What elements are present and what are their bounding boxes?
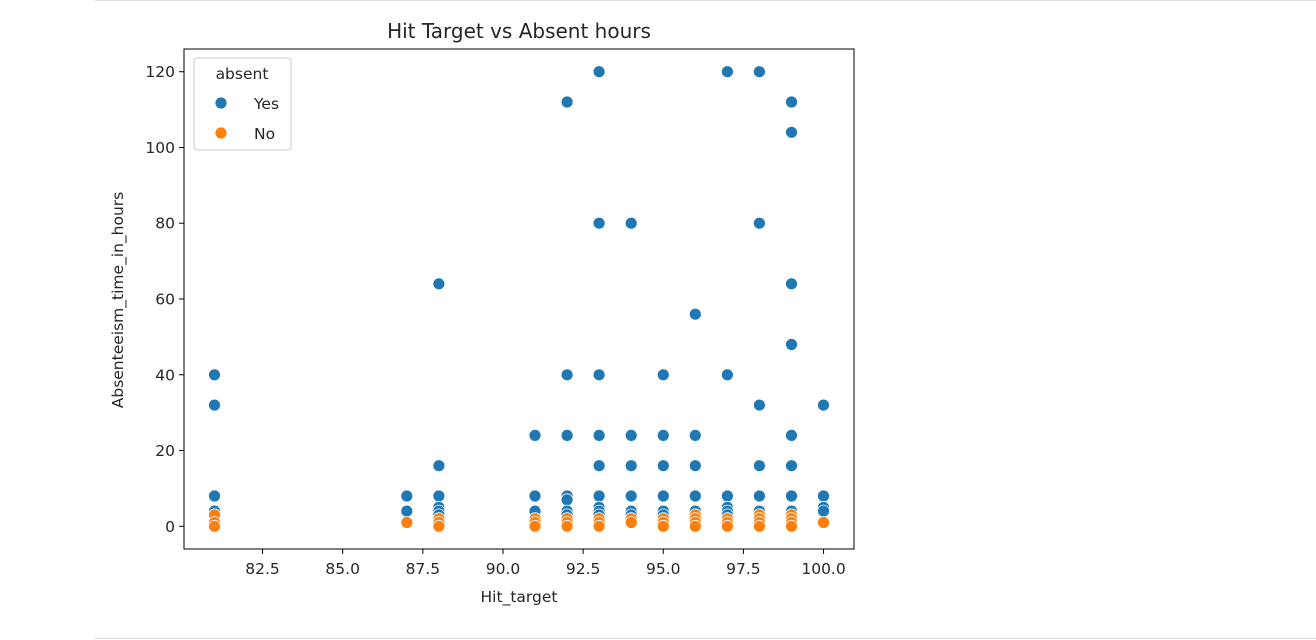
data-point (400, 489, 414, 503)
data-point (560, 368, 574, 382)
data-point (400, 516, 414, 529)
data-point (592, 489, 606, 503)
data-point (785, 519, 798, 533)
data-point (592, 368, 606, 382)
data-point (208, 398, 221, 412)
data-point (785, 277, 798, 291)
y-tick-label: 60 (155, 291, 175, 309)
legend: absent Yes No (193, 57, 292, 151)
x-tick-label: 85.0 (325, 560, 360, 578)
legend-marker-yes (214, 96, 228, 110)
data-point (785, 125, 798, 139)
data-point (688, 489, 702, 503)
data-point (817, 489, 830, 503)
x-tick-label: 92.5 (566, 560, 601, 578)
x-tick-label: 97.5 (726, 560, 761, 578)
data-point (753, 216, 766, 230)
cell-top-border (95, 0, 1316, 1)
x-axis-label: Hit_target (481, 588, 558, 607)
data-point (432, 277, 446, 291)
x-axis: 82.5 85.0 87.5 90.0 92.5 95.0 97.5 100.0 (245, 549, 846, 578)
data-point (656, 489, 670, 503)
data-point (560, 493, 574, 507)
data-point (817, 516, 830, 529)
data-point (817, 398, 830, 412)
data-point (656, 459, 670, 473)
series-no (208, 508, 830, 533)
data-point (688, 307, 702, 321)
x-tick-label: 95.0 (646, 560, 681, 578)
data-point (753, 489, 766, 503)
series-layer (208, 65, 830, 533)
data-point (785, 95, 798, 109)
data-point (592, 519, 606, 533)
x-tick-label: 87.5 (406, 560, 441, 578)
y-tick-label: 40 (155, 366, 175, 384)
series-yes (208, 65, 830, 522)
data-point (592, 65, 606, 79)
data-point (721, 489, 734, 503)
y-tick-label: 120 (145, 63, 175, 81)
data-point (721, 519, 734, 533)
x-tick-label: 90.0 (486, 560, 521, 578)
legend-label-yes: Yes (253, 95, 279, 113)
data-point (208, 368, 221, 382)
data-point (208, 489, 221, 503)
data-point (528, 428, 542, 442)
data-point (785, 489, 798, 503)
y-axis-label: Absenteeism_time_in_hours (109, 192, 128, 409)
data-point (592, 428, 606, 442)
data-point (753, 459, 766, 473)
data-point (528, 489, 542, 503)
legend-marker-no (214, 126, 228, 140)
y-tick-label: 100 (145, 139, 175, 157)
chart-title: Hit Target vs Absent hours (387, 19, 651, 43)
data-point (592, 216, 606, 230)
y-tick-label: 20 (155, 442, 175, 460)
data-point (528, 519, 542, 533)
data-point (400, 504, 414, 518)
data-point (624, 489, 638, 503)
y-axis: 0 20 40 60 80 100 120 (145, 63, 184, 536)
data-point (560, 428, 574, 442)
x-tick-label: 82.5 (245, 560, 280, 578)
data-point (624, 516, 638, 529)
data-point (656, 368, 670, 382)
data-point (688, 519, 702, 533)
data-point (721, 65, 734, 79)
data-point (432, 519, 446, 533)
legend-box (193, 57, 292, 151)
data-point (785, 428, 798, 442)
data-point (785, 338, 798, 351)
data-point (432, 489, 446, 503)
data-point (721, 368, 734, 382)
data-point (817, 504, 830, 518)
data-point (688, 428, 702, 442)
data-point (656, 428, 670, 442)
data-point (656, 519, 670, 533)
data-point (624, 216, 638, 230)
data-point (560, 95, 574, 109)
data-point (688, 459, 702, 473)
data-point (753, 65, 766, 79)
y-tick-label: 0 (165, 518, 175, 536)
data-point (592, 459, 606, 473)
legend-title: absent (216, 65, 269, 83)
data-point (753, 398, 766, 412)
data-point (432, 459, 446, 473)
data-point (560, 519, 574, 533)
data-point (624, 459, 638, 473)
data-point (753, 519, 766, 533)
cell-bottom-border (95, 638, 1316, 639)
y-tick-label: 80 (155, 215, 175, 233)
x-tick-label: 100.0 (801, 560, 845, 578)
data-point (208, 519, 221, 533)
legend-label-no: No (254, 125, 275, 143)
data-point (624, 428, 638, 442)
data-point (785, 459, 798, 473)
